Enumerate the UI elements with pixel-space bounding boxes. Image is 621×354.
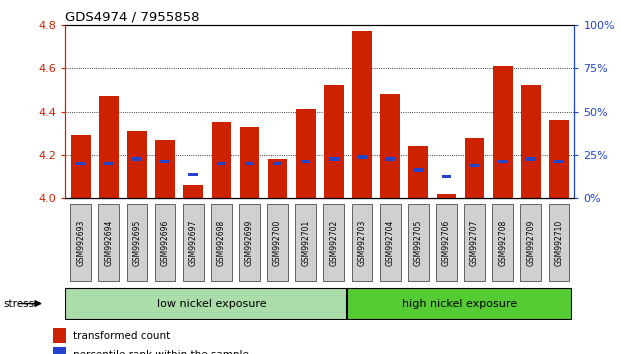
Text: GSM992700: GSM992700	[273, 219, 282, 266]
Bar	[498, 160, 507, 163]
Text: GSM992696: GSM992696	[161, 219, 170, 266]
Bar	[127, 204, 147, 281]
Bar	[549, 120, 569, 198]
Text: percentile rank within the sample: percentile rank within the sample	[73, 350, 249, 354]
Bar	[99, 96, 119, 198]
Bar	[53, 347, 66, 354]
Bar	[211, 204, 232, 281]
Bar	[183, 204, 204, 281]
Bar	[347, 289, 571, 319]
Text: GSM992710: GSM992710	[555, 219, 563, 266]
Bar	[352, 31, 372, 198]
Bar	[104, 162, 114, 165]
Bar	[521, 86, 541, 198]
Bar	[324, 86, 344, 198]
Text: transformed count: transformed count	[73, 331, 170, 341]
Bar	[554, 160, 564, 163]
Bar	[301, 160, 310, 163]
Bar	[351, 204, 373, 281]
Bar	[268, 159, 288, 198]
Bar	[408, 204, 428, 281]
Bar	[53, 328, 66, 343]
Bar	[296, 109, 315, 198]
Text: GSM992699: GSM992699	[245, 219, 254, 266]
Bar	[520, 204, 542, 281]
Bar	[267, 204, 288, 281]
Text: GSM992707: GSM992707	[470, 219, 479, 266]
Bar	[526, 158, 535, 161]
Bar	[436, 204, 457, 281]
Text: GSM992704: GSM992704	[386, 219, 395, 266]
Text: GSM992708: GSM992708	[498, 219, 507, 266]
Text: GSM992703: GSM992703	[358, 219, 366, 266]
Bar	[240, 127, 260, 198]
Bar	[183, 185, 203, 198]
Bar	[71, 135, 91, 198]
Bar	[493, 66, 512, 198]
Bar	[212, 122, 231, 198]
Bar	[189, 173, 198, 176]
Bar	[386, 158, 395, 161]
Bar	[217, 162, 226, 165]
Text: high nickel exposure: high nickel exposure	[402, 298, 517, 309]
Bar	[329, 158, 338, 161]
Bar	[409, 146, 428, 198]
Text: GSM992694: GSM992694	[104, 219, 113, 266]
Bar	[65, 289, 346, 319]
Bar	[273, 162, 283, 165]
Bar	[155, 140, 175, 198]
Bar	[380, 94, 400, 198]
Bar	[296, 204, 316, 281]
Bar	[379, 204, 401, 281]
Text: GSM992701: GSM992701	[301, 219, 310, 266]
Text: GSM992693: GSM992693	[76, 219, 85, 266]
Bar	[160, 160, 170, 163]
Bar	[548, 204, 569, 281]
Text: GSM992705: GSM992705	[414, 219, 423, 266]
Bar	[70, 204, 91, 281]
Bar	[245, 162, 254, 165]
Bar	[155, 204, 176, 281]
Bar	[239, 204, 260, 281]
Bar	[464, 204, 485, 281]
Text: GSM992697: GSM992697	[189, 219, 197, 266]
Bar	[442, 175, 451, 178]
Bar	[492, 204, 513, 281]
Bar	[470, 164, 479, 167]
Text: GSM992695: GSM992695	[132, 219, 142, 266]
Text: GSM992709: GSM992709	[527, 219, 535, 266]
Text: GDS4974 / 7955858: GDS4974 / 7955858	[65, 11, 200, 24]
Bar	[437, 194, 456, 198]
Bar	[98, 204, 119, 281]
Text: GSM992702: GSM992702	[329, 219, 338, 266]
Text: GSM992698: GSM992698	[217, 219, 226, 266]
Text: low nickel exposure: low nickel exposure	[157, 298, 267, 309]
Bar	[132, 158, 142, 161]
Text: GSM992706: GSM992706	[442, 219, 451, 266]
Bar	[357, 155, 367, 159]
Text: stress: stress	[3, 298, 34, 309]
Bar	[414, 168, 423, 172]
Bar	[324, 204, 344, 281]
Bar	[76, 162, 86, 165]
Bar	[465, 137, 484, 198]
Bar	[127, 131, 147, 198]
